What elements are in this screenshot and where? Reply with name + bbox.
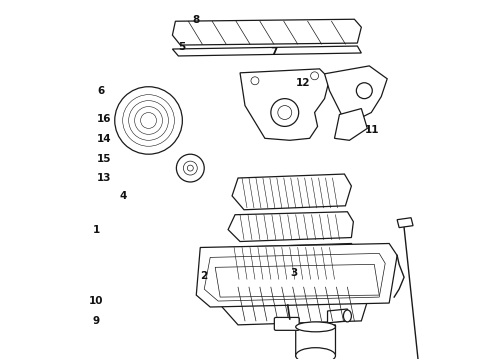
- Polygon shape: [222, 283, 369, 325]
- Text: 15: 15: [97, 154, 111, 163]
- Text: 14: 14: [97, 134, 111, 144]
- Text: 7: 7: [270, 48, 278, 58]
- Polygon shape: [172, 19, 361, 45]
- Circle shape: [187, 165, 193, 171]
- Circle shape: [278, 105, 292, 120]
- Text: 10: 10: [89, 296, 104, 306]
- Ellipse shape: [295, 348, 336, 360]
- Text: 12: 12: [296, 78, 311, 88]
- Text: 5: 5: [178, 42, 185, 52]
- FancyBboxPatch shape: [274, 318, 299, 330]
- Polygon shape: [172, 46, 361, 56]
- Circle shape: [311, 72, 319, 80]
- Polygon shape: [295, 325, 336, 357]
- Polygon shape: [327, 309, 347, 323]
- Ellipse shape: [343, 310, 351, 322]
- Text: 3: 3: [290, 268, 297, 278]
- Ellipse shape: [295, 322, 336, 332]
- Text: 6: 6: [98, 86, 105, 96]
- Polygon shape: [204, 253, 385, 301]
- Polygon shape: [240, 69, 329, 140]
- Circle shape: [251, 77, 259, 85]
- Polygon shape: [228, 212, 353, 242]
- Text: 4: 4: [120, 191, 127, 201]
- Circle shape: [356, 83, 372, 99]
- Text: 16: 16: [97, 113, 111, 123]
- Circle shape: [183, 161, 197, 175]
- Polygon shape: [222, 243, 359, 281]
- Polygon shape: [215, 264, 379, 297]
- Polygon shape: [196, 243, 397, 307]
- Text: 8: 8: [193, 15, 200, 25]
- Polygon shape: [397, 218, 413, 228]
- Text: 9: 9: [93, 316, 100, 326]
- Text: 11: 11: [365, 125, 379, 135]
- Text: 13: 13: [97, 173, 111, 183]
- Polygon shape: [232, 174, 351, 210]
- Text: 1: 1: [93, 225, 100, 235]
- Circle shape: [271, 99, 299, 126]
- Polygon shape: [324, 66, 387, 118]
- Text: 2: 2: [200, 271, 207, 282]
- Circle shape: [176, 154, 204, 182]
- Circle shape: [115, 87, 182, 154]
- Polygon shape: [335, 109, 368, 140]
